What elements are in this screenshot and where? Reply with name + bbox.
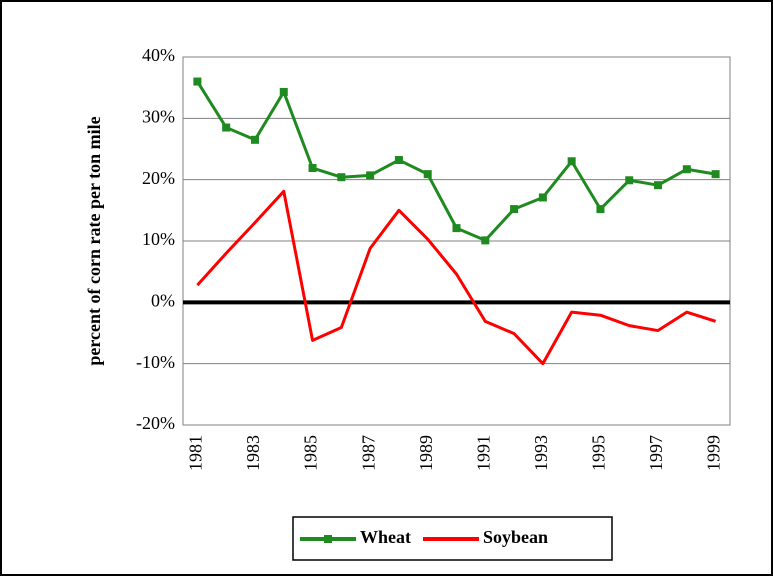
y-tick-label: 0%: [151, 290, 175, 310]
marker: [423, 170, 432, 179]
marker: [337, 173, 346, 182]
legend-label: Wheat: [360, 527, 411, 547]
y-tick-label: 30%: [142, 106, 175, 126]
y-axis-label: percent of corn rate per ton mile: [84, 116, 104, 365]
marker: [538, 193, 547, 202]
y-tick-label: 10%: [142, 229, 175, 249]
legend-marker: [324, 535, 332, 543]
x-tick-label: 1999: [704, 435, 724, 471]
marker: [250, 135, 259, 144]
marker: [481, 236, 490, 245]
y-tick-label: -20%: [136, 413, 175, 433]
x-tick-label: 1995: [589, 435, 609, 471]
x-tick-label: 1983: [243, 435, 263, 471]
y-tick-label: -10%: [136, 352, 175, 372]
x-tick-label: 1985: [301, 435, 321, 471]
y-tick-label: 20%: [142, 168, 175, 188]
series-line: [196, 189, 717, 366]
x-tick-label: 1993: [531, 435, 551, 471]
x-tick-label: 1981: [186, 435, 206, 471]
marker: [510, 205, 519, 214]
legend-label: Soybean: [483, 527, 548, 547]
marker: [394, 156, 403, 165]
x-tick-label: 1989: [416, 435, 436, 471]
marker: [596, 205, 605, 214]
marker: [279, 87, 288, 96]
marker: [452, 224, 461, 233]
marker: [654, 181, 663, 190]
marker: [625, 176, 634, 185]
marker: [711, 170, 720, 179]
marker: [222, 123, 231, 132]
marker: [193, 77, 202, 86]
y-tick-label: 40%: [142, 45, 175, 65]
marker: [682, 165, 691, 174]
marker: [567, 157, 576, 166]
x-tick-label: 1997: [646, 435, 666, 471]
marker: [308, 164, 317, 173]
marker: [366, 171, 375, 180]
x-tick-label: 1987: [358, 435, 378, 471]
x-tick-label: 1991: [473, 435, 493, 471]
